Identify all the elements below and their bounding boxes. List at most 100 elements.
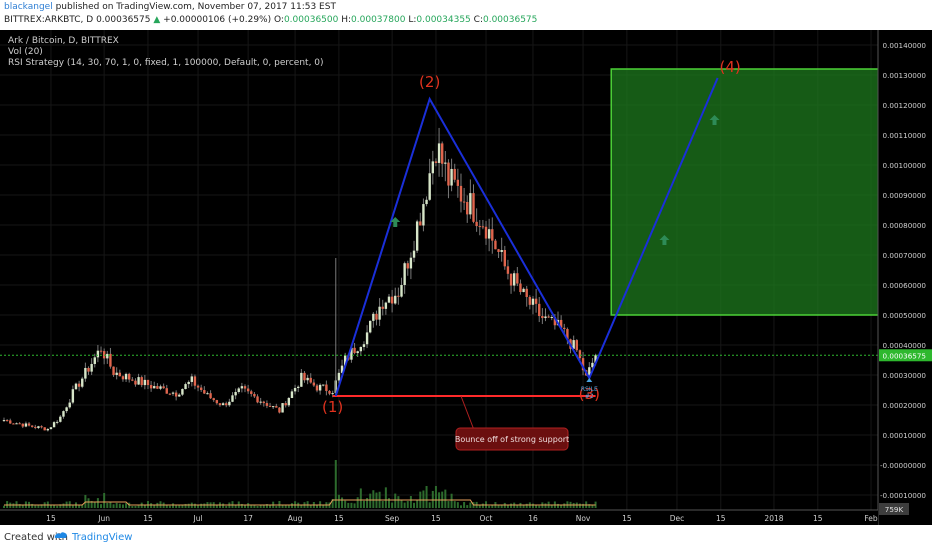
- annotations: (1) (2) (3) (4) RSILE#2 Bounce off of strong …: [0, 58, 878, 451]
- volume-bar: [347, 502, 350, 508]
- time-tick-label: Sep: [385, 514, 399, 523]
- volume-bar: [250, 505, 253, 508]
- volume-bar: [369, 493, 372, 508]
- candle-body: [112, 366, 115, 375]
- volume-bar: [366, 497, 369, 508]
- volume-bar: [269, 505, 272, 508]
- volume-bar: [447, 501, 450, 508]
- candle-body: [162, 386, 165, 389]
- author-link[interactable]: blackangel: [4, 2, 53, 12]
- candle-body: [99, 350, 103, 352]
- candle-body: [143, 379, 147, 386]
- brand-link[interactable]: TradingView: [72, 532, 133, 543]
- volume-bar: [40, 504, 43, 508]
- candle-body: [447, 162, 450, 186]
- publish-info: blackangel published on TradingView.com,…: [4, 2, 336, 12]
- candle-body: [212, 398, 215, 401]
- candle-body: [65, 407, 68, 412]
- volume-bar: [400, 500, 403, 508]
- candle-body: [343, 355, 347, 366]
- high-label: H:: [341, 15, 352, 25]
- volume-bar: [103, 492, 106, 508]
- price-chart[interactable]: (1) (2) (3) (4) RSILE#2 Bounce off of strong …: [0, 30, 932, 525]
- volume-bar: [253, 505, 256, 508]
- volume-bar: [353, 503, 356, 508]
- chart-footer: Created with TradingView: [0, 525, 932, 550]
- volume-bar: [168, 505, 171, 508]
- price-tick-label: 0.00030000: [883, 371, 927, 380]
- candle-body: [81, 378, 84, 387]
- candle-body: [484, 226, 488, 239]
- candle-body: [90, 363, 93, 372]
- price-tick-label: 0.00110000: [883, 131, 927, 140]
- time-tick-label: 15: [622, 514, 632, 523]
- volume-bar: [81, 505, 84, 508]
- volume-bar: [172, 503, 175, 508]
- candle-body: [487, 229, 491, 239]
- last-price-badge-label: 0.00036575: [883, 351, 926, 360]
- candle-body: [275, 406, 278, 408]
- candle-body: [290, 391, 294, 399]
- chart-area[interactable]: (1) (2) (3) (4) RSILE #2 Bounce off of strong …: [0, 30, 932, 525]
- candle-body: [134, 380, 137, 385]
- volume-bar: [453, 501, 456, 508]
- candle-body: [297, 386, 300, 388]
- candle-body: [181, 389, 184, 395]
- candle-body: [337, 372, 341, 381]
- volume-bar: [557, 503, 560, 508]
- volume-bar: [200, 503, 203, 508]
- price-tick-label: 0.00050000: [883, 311, 927, 320]
- candle-body: [494, 240, 497, 250]
- candle-body: [491, 229, 494, 241]
- candle-body: [178, 394, 181, 397]
- candle-body: [34, 426, 37, 428]
- candle-body: [509, 273, 513, 286]
- candle-body: [575, 340, 578, 351]
- candle-body: [318, 384, 322, 391]
- candle-body: [531, 298, 535, 305]
- pattern-point-label: (1): [322, 398, 343, 416]
- candle-body: [52, 422, 56, 428]
- callout-box: [455, 427, 569, 451]
- candle-body: [218, 403, 222, 406]
- volume-bar: [240, 503, 243, 508]
- candle-body: [168, 393, 172, 395]
- volume-bar: [406, 501, 409, 508]
- price-tick-label: 0.00080000: [883, 221, 927, 230]
- volume-bar: [334, 460, 337, 508]
- symbol-label: BITTREX:ARKBTC, D: [4, 15, 94, 25]
- candle-body: [328, 390, 331, 394]
- candle-body: [512, 273, 516, 286]
- candle-body: [124, 373, 128, 380]
- volume-bar: [78, 504, 81, 508]
- candle-body: [581, 358, 585, 371]
- candle-body: [525, 288, 528, 297]
- time-axis-bg: [0, 510, 878, 525]
- time-tick-label: Dec: [670, 514, 685, 523]
- target-box: [610, 68, 882, 316]
- publish-text: published on TradingView.com, November 0…: [55, 2, 336, 12]
- candle-body: [303, 372, 306, 381]
- candle-body: [412, 250, 416, 258]
- time-tick-label: Nov: [576, 514, 591, 523]
- buy-arrow-icon: [709, 115, 720, 125]
- candle-body: [541, 316, 544, 319]
- volume-bar: [59, 504, 62, 508]
- volume-bar: [71, 505, 74, 508]
- candle-body: [497, 249, 500, 252]
- candle-body: [375, 313, 378, 320]
- candle-body: [59, 416, 62, 422]
- candle-body: [478, 226, 481, 228]
- candle-body: [250, 391, 253, 394]
- symbol-quote: BITTREX:ARKBTC, D 0.00036575 ▲ +0.000001…: [4, 15, 537, 25]
- volume-bar: [478, 504, 481, 508]
- candle-body: [128, 373, 131, 380]
- axes: 0.00140000 0.00130000 0.00120000 0.00110000…: [0, 30, 932, 525]
- pattern-line: [334, 77, 719, 397]
- time-tick-label: Jun: [97, 514, 110, 523]
- candle-body: [506, 266, 510, 274]
- candle-body: [559, 319, 563, 328]
- volume-bar: [394, 493, 397, 508]
- volume-bar: [588, 504, 591, 508]
- candle-body: [462, 201, 466, 203]
